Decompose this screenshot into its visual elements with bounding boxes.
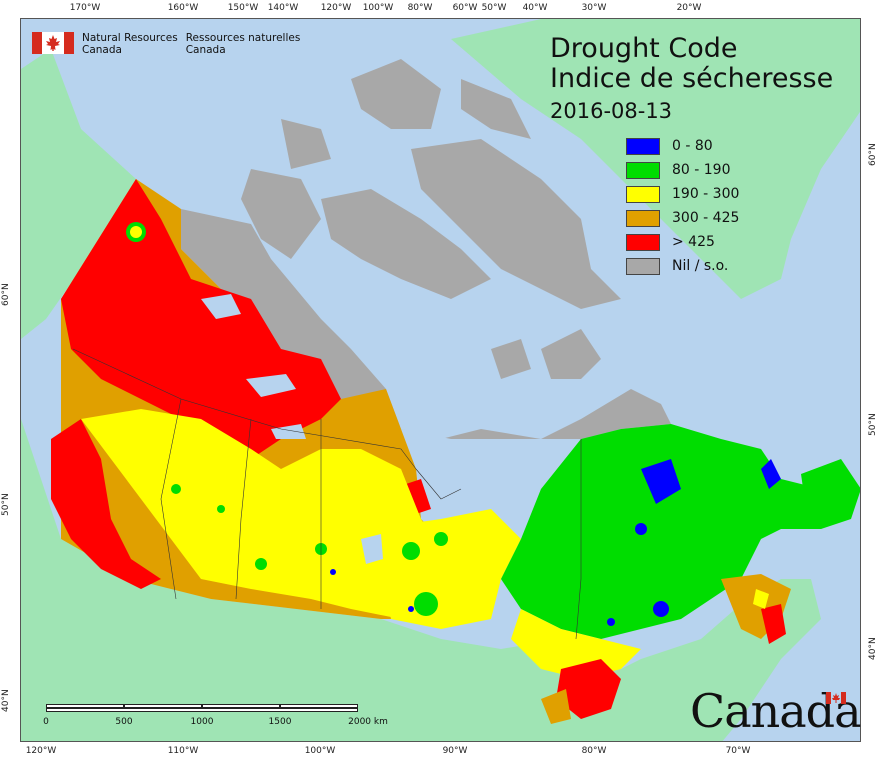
legend-label: > 425 — [672, 234, 715, 250]
nodata-north — [181, 59, 671, 479]
bottom-tick: 70°W — [725, 746, 751, 756]
title-fr: Indice de sécheresse — [550, 63, 834, 94]
legend-item: Nil / s.o. — [626, 254, 739, 278]
agency-name-fr: Ressources naturelles Canada — [186, 32, 301, 56]
top-tick: 120°W — [320, 3, 352, 13]
drought-map-svg — [21, 19, 860, 741]
scale-segment — [124, 704, 202, 708]
right-tick: 50°N — [868, 413, 878, 436]
legend-label: 80 - 190 — [672, 162, 731, 178]
scale-label: 1500 — [268, 717, 292, 727]
top-tick: 170°W — [69, 3, 101, 13]
top-tick: 160°W — [167, 3, 199, 13]
bottom-tick: 120°W — [25, 746, 57, 756]
top-tick: 40°W — [522, 3, 548, 13]
legend-label: 300 - 425 — [672, 210, 740, 226]
legend-label: Nil / s.o. — [672, 258, 729, 274]
scale-segment — [46, 708, 358, 712]
top-tick: 80°W — [407, 3, 433, 13]
scale-segment — [280, 704, 358, 708]
legend-swatch — [626, 257, 660, 275]
scale-label: 2000 km — [348, 717, 388, 727]
scale-label: 0 — [43, 717, 49, 727]
legend-item: > 425 — [626, 230, 739, 254]
hudson-bay — [401, 429, 581, 509]
top-tick: 60°W — [452, 3, 478, 13]
top-tick: 50°W — [481, 3, 507, 13]
agency-en-line2: Canada — [82, 44, 122, 56]
agency-en-line1: Natural Resources — [82, 32, 178, 44]
west-region — [51, 179, 521, 629]
canada-flag-icon — [32, 32, 74, 54]
east-region — [501, 424, 860, 724]
bottom-tick: 100°W — [304, 746, 336, 756]
top-tick: 30°W — [581, 3, 607, 13]
agency-name-en: Natural Resources Canada — [82, 32, 178, 56]
legend-swatch — [626, 209, 660, 227]
right-tick: 60°N — [868, 143, 878, 166]
legend-item: 190 - 300 — [626, 182, 739, 206]
bottom-tick: 80°W — [581, 746, 607, 756]
province-boundaries — [72, 348, 582, 640]
title-en: Drought Code — [550, 33, 738, 64]
left-tick: 40°N — [1, 689, 11, 712]
legend-swatch — [626, 137, 660, 155]
legend: 0 - 80 80 - 190 190 - 300 300 - 425 > 42… — [626, 134, 739, 278]
scale-label: 500 — [115, 717, 133, 727]
top-tick: 100°W — [362, 3, 394, 13]
map-canvas[interactable] — [20, 18, 861, 742]
map-title: Drought Code Indice de sécheresse 2016-0… — [550, 34, 833, 126]
top-tick: 140°W — [267, 3, 299, 13]
bottom-tick: 90°W — [442, 746, 468, 756]
legend-item: 0 - 80 — [626, 134, 739, 158]
top-tick: 20°W — [676, 3, 702, 13]
scale-segment — [46, 704, 124, 708]
legend-swatch — [626, 161, 660, 179]
legend-item: 80 - 190 — [626, 158, 739, 182]
legend-label: 190 - 300 — [672, 186, 740, 202]
left-tick: 50°N — [1, 493, 11, 516]
canada-wordmark: Canada — [690, 684, 862, 738]
scale-bar: 0 500 1000 1500 2000 km — [43, 704, 388, 727]
right-tick: 40°N — [868, 637, 878, 660]
legend-swatch — [626, 185, 660, 203]
scale-segment — [202, 704, 280, 708]
scale-label: 1000 — [190, 717, 214, 727]
surrounding-land — [21, 19, 860, 741]
legend-item: 300 - 425 — [626, 206, 739, 230]
bottom-tick: 110°W — [167, 746, 199, 756]
top-tick: 150°W — [227, 3, 259, 13]
agency-signature: Natural Resources Canada Ressources natu… — [32, 32, 300, 56]
left-tick: 60°N — [1, 283, 11, 306]
legend-swatch — [626, 233, 660, 251]
wordmark-flag-icon — [826, 692, 846, 704]
map-date: 2016-08-13 — [550, 99, 673, 123]
agency-fr-line1: Ressources naturelles — [185, 32, 301, 44]
lakes — [201, 294, 383, 564]
legend-label: 0 - 80 — [672, 138, 713, 154]
agency-fr-line2: Canada — [185, 44, 226, 56]
